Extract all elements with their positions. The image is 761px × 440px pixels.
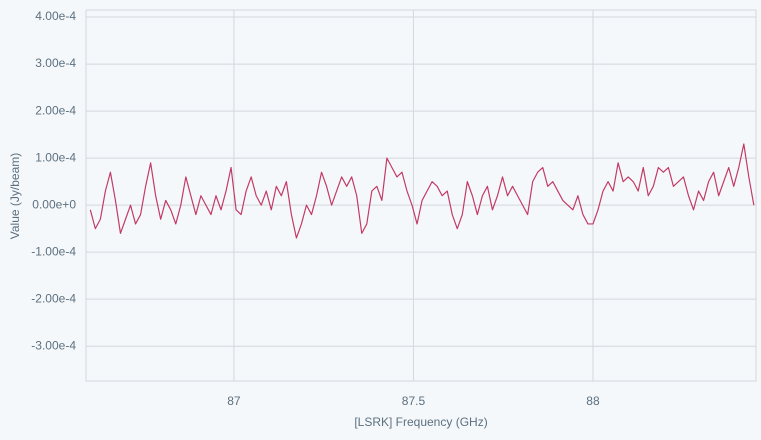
x-tick-label: 87 [227, 394, 241, 408]
y-tick-label: 1.00e-4 [35, 150, 76, 164]
x-tick-label: 87.5 [402, 394, 426, 408]
x-axis-title: [LSRK] Frequency (GHz) [354, 415, 487, 429]
y-axis-title: Value (Jy/beam) [8, 153, 22, 239]
spectrum-line [89, 143, 755, 239]
plot-area [85, 9, 757, 382]
y-tick-label: 0.00e+0 [32, 197, 76, 211]
y-tick-label: -2.00e-4 [31, 291, 76, 305]
y-tick-label: 3.00e-4 [35, 56, 76, 70]
y-tick-label: -1.00e-4 [31, 244, 76, 258]
y-tick-label: 2.00e-4 [35, 103, 76, 117]
y-tick-label: -3.00e-4 [31, 338, 76, 352]
y-tick-label: 4.00e-4 [35, 9, 76, 23]
x-tick-label: 88 [586, 394, 600, 408]
